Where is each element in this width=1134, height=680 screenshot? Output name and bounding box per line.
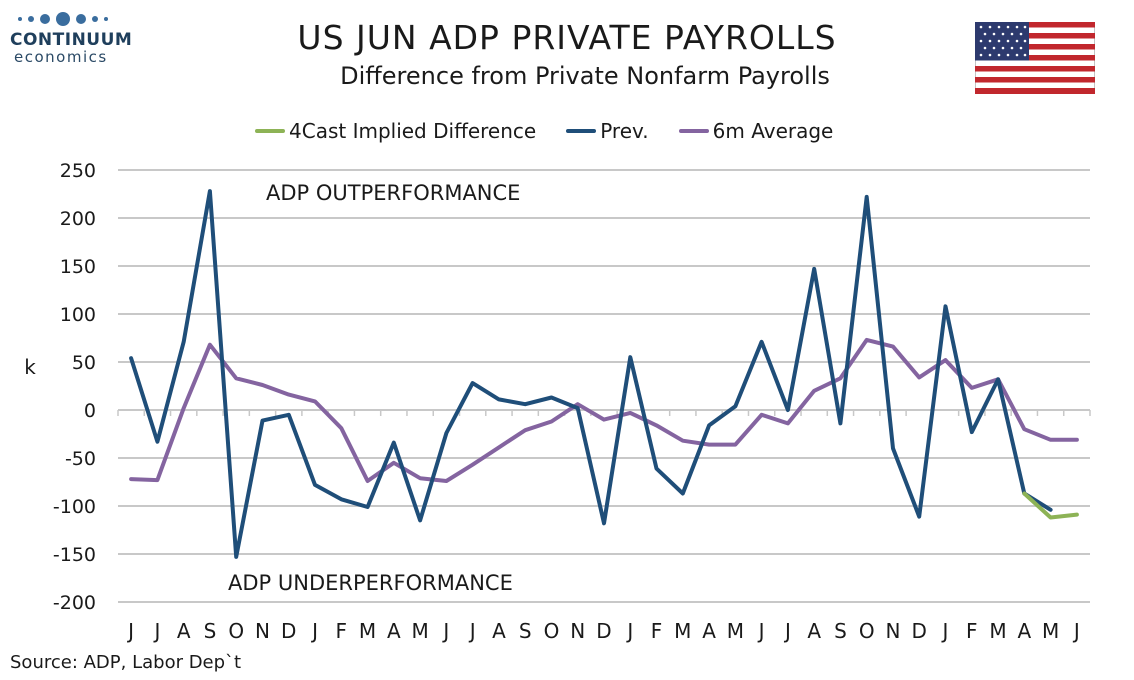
x-tick-label: O xyxy=(228,619,244,643)
x-tick-label: S xyxy=(519,619,532,643)
x-tick-label: M xyxy=(359,619,376,643)
logo-dots-icon xyxy=(10,12,140,26)
x-tick-label: D xyxy=(596,619,611,643)
y-tick-label: 50 xyxy=(72,352,96,374)
x-tick-label: A xyxy=(1017,619,1031,643)
x-tick-label: J xyxy=(310,619,318,643)
legend-swatch-prev xyxy=(566,129,597,133)
x-tick-label: J xyxy=(126,619,134,643)
chart-title: US JUN ADP PRIVATE PAYROLLS xyxy=(297,18,837,57)
legend-label-avg: 6m Average xyxy=(712,119,834,143)
x-tick-label: D xyxy=(281,619,296,643)
y-tick-label: 250 xyxy=(60,160,96,182)
x-tick-label: J xyxy=(625,619,633,643)
legend-item-forecast: 4Cast Implied Difference xyxy=(255,119,536,143)
y-tick-label: 200 xyxy=(60,208,96,230)
source-note: Source: ADP, Labor Dep`t xyxy=(10,652,242,673)
legend-swatch-avg xyxy=(678,129,709,133)
x-tick-label: J xyxy=(152,619,160,643)
x-tick-label: O xyxy=(544,619,560,643)
x-tick-label: A xyxy=(702,619,716,643)
y-tick-label: -50 xyxy=(65,448,96,470)
chart-subtitle: Difference from Private Nonfarm Payrolls xyxy=(340,62,830,90)
us-flag-icon xyxy=(975,22,1095,94)
x-tick-label: M xyxy=(1042,619,1059,643)
x-tick-label: A xyxy=(177,619,191,643)
x-tick-label: N xyxy=(570,619,585,643)
y-tick-label: -150 xyxy=(53,544,96,566)
x-tick-label: J xyxy=(468,619,476,643)
x-tick-label: J xyxy=(441,619,449,643)
x-tick-label: F xyxy=(651,619,663,643)
x-tick-label: D xyxy=(912,619,927,643)
x-tick-label: N xyxy=(255,619,270,643)
x-tick-label: A xyxy=(492,619,506,643)
series-line-forecast xyxy=(1022,491,1079,520)
x-tick-label: S xyxy=(834,619,847,643)
x-tick-label: M xyxy=(727,619,744,643)
y-tick-label: 100 xyxy=(60,304,96,326)
y-tick-label: 150 xyxy=(60,256,96,278)
annotation-underperformance: ADP UNDERPERFORMANCE xyxy=(228,571,513,595)
x-tick-label: F xyxy=(966,619,978,643)
series-line-prev xyxy=(129,189,1053,559)
y-tick-label: -200 xyxy=(53,592,96,614)
y-tick-label: -100 xyxy=(53,496,96,518)
x-tick-label: J xyxy=(1072,619,1080,643)
x-tick-label: J xyxy=(941,619,949,643)
x-tick-label: M xyxy=(411,619,428,643)
x-tick-label: S xyxy=(204,619,217,643)
x-tick-label: M xyxy=(674,619,691,643)
legend-swatch-forecast xyxy=(255,129,285,133)
x-tick-label: J xyxy=(783,619,791,643)
x-tick-label: F xyxy=(336,619,348,643)
continuum-logo: CONTINUUM economics xyxy=(10,12,140,82)
series-line-avg xyxy=(129,337,1079,483)
legend-label-prev: Prev. xyxy=(600,119,649,143)
x-tick-label: N xyxy=(885,619,900,643)
x-tick-label: A xyxy=(387,619,401,643)
y-tick-label: 0 xyxy=(84,400,96,422)
x-tick-label: A xyxy=(807,619,821,643)
legend-item-avg: 6m Average xyxy=(678,119,834,143)
x-tick-label: M xyxy=(989,619,1006,643)
chart-legend: 4Cast Implied Difference Prev. 6m Averag… xyxy=(255,119,833,143)
logo-name: CONTINUUM xyxy=(10,30,133,50)
x-tick-label: O xyxy=(859,619,875,643)
y-axis-label: k xyxy=(24,355,36,379)
legend-label-forecast: 4Cast Implied Difference xyxy=(289,119,537,143)
legend-item-prev: Prev. xyxy=(566,119,649,143)
x-tick-label: J xyxy=(757,619,765,643)
logo-sub: economics xyxy=(14,48,108,66)
annotation-outperformance: ADP OUTPERFORMANCE xyxy=(266,181,520,205)
